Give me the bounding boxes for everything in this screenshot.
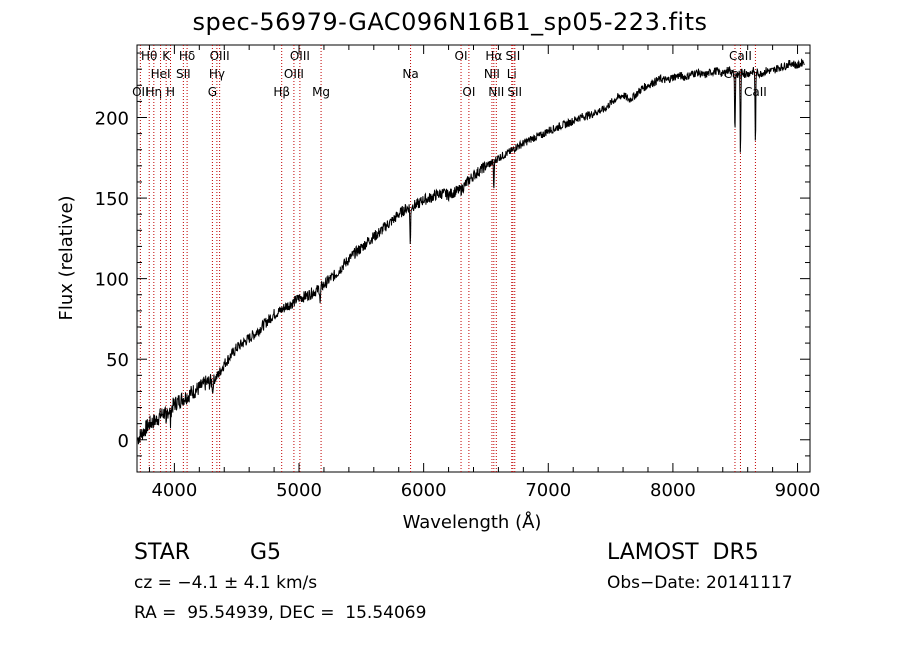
line-markers: OIIHθHηHeIKHSIIHδGHγOIIIHβOIIIOIIIMgNaOI… bbox=[132, 45, 767, 472]
line-marker-label: H bbox=[166, 85, 175, 99]
x-tick-label: 9000 bbox=[775, 480, 821, 501]
line-marker-label: CaII bbox=[744, 85, 767, 99]
y-tick-label: 100 bbox=[95, 270, 129, 291]
line-marker-label: SII bbox=[506, 49, 521, 63]
spectrum-line bbox=[137, 58, 805, 445]
line-marker-label: OIII bbox=[210, 49, 230, 63]
line-marker-label: HeI bbox=[151, 67, 171, 81]
line-marker-label: Hη bbox=[146, 85, 163, 99]
line-marker-label: Hβ bbox=[273, 85, 290, 99]
survey-name: LAMOST DR5 bbox=[607, 540, 759, 565]
line-marker-label: OIII bbox=[284, 67, 304, 81]
line-marker-label: Na bbox=[402, 67, 418, 81]
line-marker-label: SII bbox=[507, 85, 522, 99]
series-layer bbox=[137, 58, 805, 445]
x-tick-label: 5000 bbox=[276, 480, 322, 501]
axes: 4000 5000 6000 7000 8000 9000 0 50 100 150 200 bbox=[95, 45, 821, 501]
y-tick-label: 200 bbox=[95, 109, 129, 130]
object-subclass: G5 bbox=[250, 540, 282, 565]
x-tick-label: 7000 bbox=[525, 480, 571, 501]
y-axis-label: Flux (relative) bbox=[56, 195, 77, 320]
line-marker-label: OIII bbox=[290, 49, 310, 63]
line-marker-label: OII bbox=[132, 85, 149, 99]
line-marker-label: NII bbox=[484, 67, 500, 81]
line-marker-label: CaII bbox=[729, 49, 752, 63]
object-class: STAR bbox=[134, 540, 191, 565]
x-tick-label: 4000 bbox=[151, 480, 197, 501]
line-marker-label: Hθ bbox=[141, 49, 157, 63]
line-marker-label: SII bbox=[176, 67, 191, 81]
line-marker-label: OI bbox=[455, 49, 468, 63]
line-marker-label: Mg bbox=[312, 85, 330, 99]
line-marker-label: Hγ bbox=[209, 67, 225, 81]
line-marker-label: G bbox=[208, 85, 217, 99]
x-axis-label: Wavelength (Å) bbox=[403, 511, 542, 533]
y-tick-label: 50 bbox=[106, 350, 129, 371]
redshift-cz: cz = −4.1 ± 4.1 km/s bbox=[134, 573, 318, 593]
line-marker-label: Li bbox=[507, 67, 517, 81]
line-marker-label: NII bbox=[488, 85, 504, 99]
chart-title: spec-56979-GAC096N16B1_sp05-223.fits bbox=[192, 8, 708, 36]
line-marker-label: K bbox=[162, 49, 171, 63]
line-marker-label: OI bbox=[462, 85, 475, 99]
y-tick-label: 150 bbox=[95, 189, 129, 210]
observation-date: Obs−Date: 20141117 bbox=[607, 573, 793, 593]
plot-frame bbox=[136, 44, 811, 473]
x-tick-label: 8000 bbox=[650, 480, 696, 501]
ra-dec-coordinates: RA = 95.54939, DEC = 15.54069 bbox=[134, 603, 427, 623]
line-marker-label: Hδ bbox=[179, 49, 195, 63]
y-tick-label: 0 bbox=[118, 431, 129, 452]
x-tick-label: 6000 bbox=[401, 480, 447, 501]
line-marker-label: Hα bbox=[485, 49, 502, 63]
